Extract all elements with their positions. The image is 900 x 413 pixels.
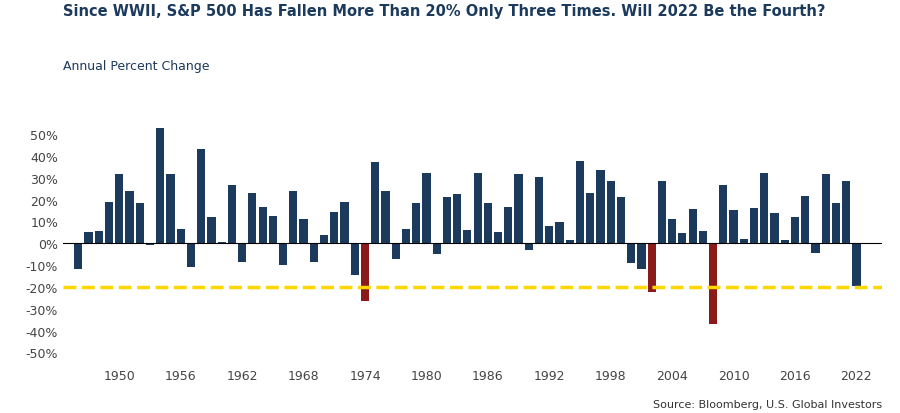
- Bar: [228, 185, 236, 244]
- Bar: [330, 213, 338, 244]
- Bar: [371, 163, 379, 244]
- Bar: [637, 244, 645, 270]
- Bar: [412, 203, 420, 244]
- Bar: [535, 177, 543, 244]
- Bar: [698, 232, 706, 244]
- Bar: [719, 186, 727, 244]
- Bar: [555, 222, 563, 244]
- Bar: [658, 181, 666, 244]
- Bar: [187, 244, 195, 267]
- Bar: [688, 209, 697, 244]
- Bar: [310, 244, 318, 262]
- Bar: [453, 195, 461, 244]
- Bar: [258, 208, 266, 244]
- Bar: [832, 204, 840, 244]
- Bar: [351, 244, 359, 276]
- Bar: [166, 175, 175, 244]
- Bar: [616, 198, 625, 244]
- Bar: [607, 181, 615, 244]
- Bar: [340, 202, 348, 244]
- Text: Annual Percent Change: Annual Percent Change: [63, 60, 210, 73]
- Bar: [801, 196, 809, 244]
- Text: Since WWII, S&P 500 Has Fallen More Than 20% Only Three Times. Will 2022 Be the : Since WWII, S&P 500 Has Fallen More Than…: [63, 4, 825, 19]
- Bar: [597, 171, 605, 244]
- Bar: [443, 197, 451, 244]
- Bar: [576, 162, 584, 244]
- Bar: [822, 175, 830, 244]
- Bar: [320, 235, 328, 244]
- Bar: [679, 233, 687, 244]
- Bar: [791, 218, 799, 244]
- Bar: [525, 244, 533, 250]
- Bar: [176, 229, 184, 244]
- Text: Source: Bloomberg, U.S. Global Investors: Source: Bloomberg, U.S. Global Investors: [652, 399, 882, 409]
- Bar: [136, 204, 144, 244]
- Bar: [515, 175, 523, 244]
- Bar: [812, 244, 820, 253]
- Bar: [85, 233, 93, 244]
- Bar: [740, 239, 748, 244]
- Bar: [269, 216, 277, 244]
- Bar: [146, 244, 154, 246]
- Bar: [627, 244, 635, 263]
- Bar: [709, 244, 717, 324]
- Bar: [760, 173, 769, 244]
- Bar: [473, 173, 482, 244]
- Bar: [433, 244, 441, 254]
- Bar: [361, 244, 369, 301]
- Bar: [668, 220, 676, 244]
- Bar: [289, 192, 297, 244]
- Bar: [207, 218, 215, 244]
- Bar: [75, 244, 83, 270]
- Bar: [125, 191, 133, 244]
- Bar: [402, 229, 410, 244]
- Bar: [218, 242, 226, 244]
- Bar: [464, 230, 472, 244]
- Bar: [392, 244, 400, 259]
- Bar: [545, 227, 554, 244]
- Bar: [197, 149, 205, 244]
- Bar: [586, 194, 594, 244]
- Bar: [279, 244, 287, 266]
- Bar: [238, 244, 247, 263]
- Bar: [780, 241, 788, 244]
- Bar: [842, 181, 850, 244]
- Bar: [566, 241, 574, 244]
- Bar: [484, 203, 492, 244]
- Bar: [494, 233, 502, 244]
- Bar: [105, 203, 113, 244]
- Bar: [94, 232, 103, 244]
- Bar: [730, 211, 738, 244]
- Bar: [770, 214, 778, 244]
- Bar: [300, 220, 308, 244]
- Bar: [115, 175, 123, 244]
- Bar: [504, 207, 512, 244]
- Bar: [648, 244, 656, 292]
- Bar: [852, 244, 860, 286]
- Bar: [422, 173, 430, 244]
- Bar: [382, 192, 390, 244]
- Bar: [750, 209, 758, 244]
- Bar: [248, 194, 256, 244]
- Bar: [157, 129, 165, 244]
